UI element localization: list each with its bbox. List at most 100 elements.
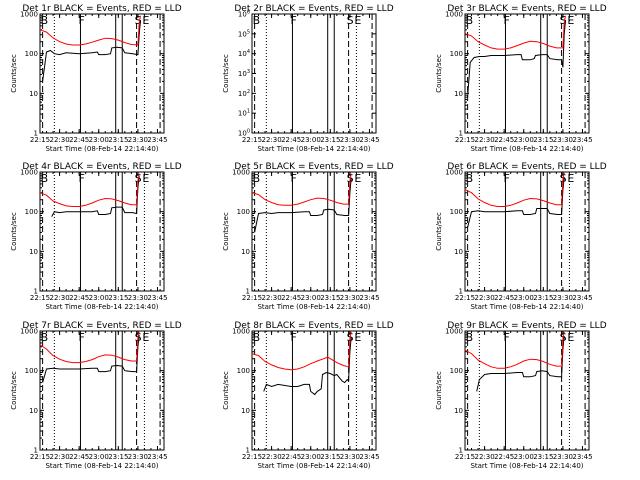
x-tick-label: 23:00 bbox=[514, 136, 534, 144]
marker-e: E bbox=[567, 331, 574, 344]
y-tick-label: 10 bbox=[241, 248, 250, 256]
x-tick-label: 23:45 bbox=[572, 136, 592, 144]
x-tick-label: 23:45 bbox=[147, 294, 167, 302]
lld-series-line bbox=[39, 15, 141, 46]
x-tick-label: 23:15 bbox=[108, 453, 128, 461]
x-tick-label: 23:30 bbox=[553, 294, 573, 302]
marker-b: B bbox=[41, 172, 49, 185]
plot-frame bbox=[39, 330, 165, 451]
x-tick-label: 22:15 bbox=[455, 453, 475, 461]
lld-series-line bbox=[39, 331, 140, 364]
x-axis-label: Start Time (08-Feb-14 22:14:40) bbox=[45, 462, 158, 470]
panel-det-8: Det 8r BLACK = Events, RED = LLD 1 10 100 10… bbox=[222, 321, 394, 470]
y-tick-label: 1000 bbox=[445, 169, 463, 177]
y-tick-label: 100 bbox=[25, 367, 38, 375]
marker-e: E bbox=[142, 172, 149, 185]
x-tick-label: 23:45 bbox=[359, 294, 379, 302]
y-axis-label: Counts/sec bbox=[222, 54, 230, 93]
panel-det-2: Det 2r BLACK = Events, RED = LLD 100 101 10… bbox=[222, 4, 394, 153]
panel-title: Det 1r BLACK = Events, RED = LLD bbox=[22, 4, 181, 14]
x-tick-label: 23:00 bbox=[514, 453, 534, 461]
panel-title: Det 7r BLACK = Events, RED = LLD bbox=[22, 321, 181, 331]
plot-frame bbox=[464, 171, 590, 292]
x-tick-label: 23:30 bbox=[128, 453, 148, 461]
marker-f: F bbox=[503, 14, 509, 27]
y-tick-label: 1000 bbox=[232, 328, 250, 336]
y-tick-label: 100 bbox=[25, 208, 38, 216]
x-tick-label: 23:00 bbox=[89, 453, 109, 461]
x-axis-label: Start Time (08-Feb-14 22:14:40) bbox=[470, 303, 583, 311]
y-tick-label: 100 bbox=[25, 50, 38, 58]
x-tick-label: 22:15 bbox=[455, 294, 475, 302]
y-tick-label: 102 bbox=[238, 89, 250, 98]
plot-frame bbox=[39, 13, 165, 134]
panel-title: Det 6r BLACK = Events, RED = LLD bbox=[447, 162, 606, 172]
marker-f: F bbox=[78, 331, 84, 344]
x-tick-label: 22:30 bbox=[261, 294, 281, 302]
x-axis-label: Start Time (08-Feb-14 22:14:40) bbox=[45, 303, 158, 311]
y-tick-label: 100 bbox=[237, 367, 250, 375]
y-tick-label: 1 bbox=[459, 447, 463, 455]
marker-e: E bbox=[567, 14, 574, 27]
marker-e: E bbox=[142, 331, 149, 344]
x-tick-label: 22:30 bbox=[474, 294, 494, 302]
marker-f: F bbox=[78, 14, 84, 27]
marker-e: E bbox=[354, 331, 361, 344]
lld-series-line bbox=[464, 15, 566, 50]
events-series-line bbox=[51, 175, 140, 217]
x-axis-label: Start Time (08-Feb-14 22:14:40) bbox=[257, 303, 370, 311]
x-tick-label: 23:45 bbox=[572, 453, 592, 461]
events-series-line bbox=[254, 178, 352, 233]
x-tick-label: 23:15 bbox=[320, 453, 340, 461]
marker-e: E bbox=[354, 14, 361, 27]
panel-det-7: Det 7r BLACK = Events, RED = LLD 1 10 100 10… bbox=[10, 321, 182, 470]
events-series-line bbox=[42, 334, 140, 383]
x-tick-label: 23:00 bbox=[514, 294, 534, 302]
marker-b: B bbox=[253, 14, 261, 27]
y-tick-label: 105 bbox=[238, 29, 250, 38]
y-tick-label: 1 bbox=[34, 447, 38, 455]
x-tick-label: 23:30 bbox=[340, 453, 360, 461]
y-tick-label: 1 bbox=[459, 130, 463, 138]
x-tick-label: 23:00 bbox=[89, 294, 109, 302]
marker-b: B bbox=[466, 14, 474, 27]
y-tick-label: 10 bbox=[29, 407, 38, 415]
x-tick-label: 23:00 bbox=[301, 136, 321, 144]
lld-series-line bbox=[251, 331, 352, 371]
x-tick-label: 22:15 bbox=[30, 294, 50, 302]
panel-det-9: Det 9r BLACK = Events, RED = LLD 1 10 100 10… bbox=[435, 321, 607, 470]
y-tick-label: 10 bbox=[241, 407, 250, 415]
events-series-line bbox=[476, 335, 565, 392]
x-tick-label: 23:15 bbox=[108, 136, 128, 144]
y-tick-label: 1 bbox=[459, 288, 463, 296]
y-axis-label: Counts/sec bbox=[222, 371, 230, 410]
x-tick-label: 22:45 bbox=[69, 136, 89, 144]
x-axis-label: Start Time (08-Feb-14 22:14:40) bbox=[45, 145, 158, 153]
x-tick-label: 23:45 bbox=[572, 294, 592, 302]
lld-series-line bbox=[464, 331, 565, 369]
plot-frame bbox=[464, 13, 590, 134]
y-tick-label: 100 bbox=[237, 208, 250, 216]
marker-e: E bbox=[354, 172, 361, 185]
x-tick-label: 22:45 bbox=[69, 294, 89, 302]
y-tick-label: 1000 bbox=[232, 169, 250, 177]
x-tick-label: 23:45 bbox=[359, 453, 379, 461]
marker-b: B bbox=[253, 331, 261, 344]
panel-title: Det 5r BLACK = Events, RED = LLD bbox=[234, 162, 393, 172]
y-tick-label: 1000 bbox=[20, 328, 38, 336]
marker-f: F bbox=[290, 172, 296, 185]
panel-title: Det 8r BLACK = Events, RED = LLD bbox=[234, 321, 393, 331]
x-tick-label: 22:30 bbox=[261, 453, 281, 461]
panel-title: Det 2r BLACK = Events, RED = LLD bbox=[234, 4, 393, 14]
lld-series-line bbox=[39, 173, 140, 207]
marker-s: S bbox=[560, 14, 567, 27]
panel-title: Det 4r BLACK = Events, RED = LLD bbox=[22, 162, 181, 172]
panel-title: Det 3r BLACK = Events, RED = LLD bbox=[447, 4, 606, 14]
x-axis-label: Start Time (08-Feb-14 22:14:40) bbox=[257, 462, 370, 470]
y-tick-label: 10 bbox=[454, 248, 463, 256]
y-axis-label: Counts/sec bbox=[435, 54, 443, 93]
panel-det-1: Det 1r BLACK = Events, RED = LLD 1 10 100 10… bbox=[10, 4, 182, 153]
plot-frame bbox=[251, 171, 377, 292]
y-tick-label: 10 bbox=[29, 90, 38, 98]
